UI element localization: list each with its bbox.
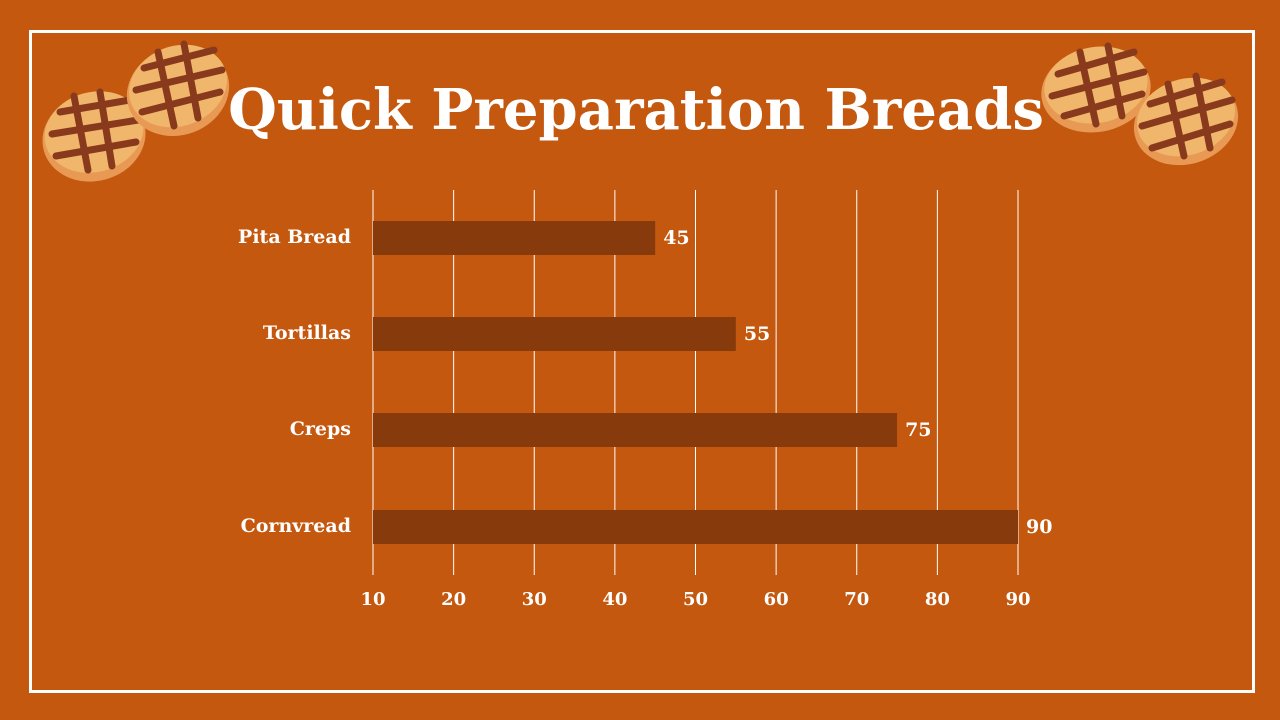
x-tick-label: 40 (602, 589, 627, 610)
bread-roll-icon (126, 40, 230, 137)
x-tick-label: 70 (844, 589, 869, 610)
data-label: 45 (663, 227, 689, 249)
bar (373, 510, 1018, 544)
category-label: Creps (290, 418, 351, 440)
x-tick-label: 10 (360, 589, 385, 610)
slide-frame (29, 30, 1255, 693)
bread-roll-icon (1133, 72, 1239, 166)
category-label: Cornvread (241, 515, 351, 537)
data-label: 75 (905, 419, 931, 441)
data-label: 55 (744, 323, 770, 345)
x-tick-label: 90 (1005, 589, 1030, 610)
x-tick-label: 60 (764, 589, 789, 610)
chart-title: Quick Preparation Breads (228, 77, 1044, 143)
x-tick-label: 20 (441, 589, 466, 610)
data-label: 90 (1026, 516, 1052, 538)
x-tick-label: 30 (522, 589, 547, 610)
x-tick-label: 80 (925, 589, 950, 610)
bar (373, 413, 898, 447)
category-label: Tortillas (263, 322, 351, 344)
bread-roll-icon (42, 88, 146, 182)
category-label: Pita Bread (238, 226, 351, 248)
bread-roll-icon (1041, 42, 1151, 133)
bar (373, 221, 656, 255)
x-tick-label: 50 (683, 589, 708, 610)
bar (373, 317, 736, 351)
